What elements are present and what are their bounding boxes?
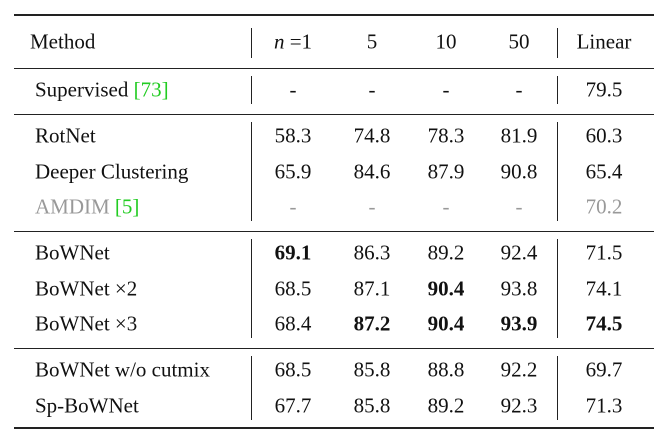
method-cell: BoWNet [35, 240, 110, 265]
header-cell: Method [30, 29, 96, 54]
value-cell: 65.9 [274, 159, 312, 183]
value-cell: - [289, 77, 297, 102]
value-cell: 68.5 [274, 276, 312, 300]
header-cell: 5 [366, 29, 378, 54]
column-divider [251, 239, 252, 338]
rule [14, 68, 654, 69]
value-cell: 87.1 [353, 276, 391, 300]
value-cell: - [515, 77, 523, 102]
value-cell: 90.4 [427, 311, 465, 336]
rule [14, 427, 654, 429]
header-cell: n =1 [273, 29, 313, 54]
value-cell: 71.3 [585, 393, 623, 417]
value-cell: 71.5 [585, 240, 623, 265]
column-divider [251, 356, 252, 420]
value-cell: 74.5 [585, 311, 623, 336]
method-name: RotNet [35, 123, 96, 148]
header-cell: 10 [435, 29, 457, 54]
column-divider [557, 76, 558, 104]
method-cell: Deeper Clustering [35, 161, 188, 182]
value-cell: 60.3 [585, 123, 623, 148]
value-cell: 92.4 [500, 240, 538, 265]
value-cell: 92.2 [500, 357, 538, 382]
value-cell: - [368, 194, 376, 219]
value-cell: 68.4 [274, 311, 312, 336]
value-cell: - [442, 77, 450, 102]
value-cell: 87.2 [353, 311, 391, 336]
value-cell: 69.7 [585, 357, 623, 382]
method-name: BoWNet w/o cutmix [35, 357, 210, 382]
value-cell: 65.4 [585, 159, 623, 183]
value-cell: 70.2 [585, 194, 623, 219]
value-cell: 67.7 [274, 393, 312, 417]
method-name: AMDIM [35, 194, 110, 219]
value-cell: - [368, 77, 376, 102]
column-divider [251, 76, 252, 104]
value-cell: 74.8 [353, 123, 391, 148]
citation: [73] [133, 77, 169, 102]
value-cell: 85.8 [353, 357, 391, 382]
value-cell: 78.3 [427, 123, 465, 148]
method-cell: AMDIM [5] [35, 194, 140, 219]
method-name: Supervised [35, 77, 129, 102]
value-cell: - [515, 194, 523, 219]
citation: [5] [114, 194, 140, 219]
method-name: Deeper Clustering [35, 159, 189, 183]
value-cell: 89.2 [427, 240, 465, 265]
method-cell: BoWNet w/o cutmix [35, 357, 210, 382]
value-cell: 81.9 [500, 123, 538, 148]
method-name: BoWNet ×2 [35, 276, 138, 300]
method-name: BoWNet ×3 [35, 311, 138, 336]
value-cell: 69.1 [274, 240, 312, 265]
value-cell: 84.6 [353, 159, 391, 183]
value-cell: 58.3 [274, 123, 312, 148]
header-cell: 50 [508, 29, 530, 54]
value-cell: - [442, 194, 450, 219]
rule [14, 348, 654, 349]
value-cell: 86.3 [353, 240, 391, 265]
method-cell: BoWNet ×2 [35, 278, 137, 299]
value-cell: 89.2 [427, 393, 465, 417]
value-cell: 87.9 [427, 159, 465, 183]
value-cell: 93.9 [500, 311, 538, 336]
value-cell: 68.5 [274, 357, 312, 382]
rule [14, 231, 654, 232]
method-name: BoWNet [35, 240, 110, 265]
column-divider [557, 122, 558, 221]
column-divider [557, 356, 558, 420]
value-cell: - [289, 194, 297, 219]
method-name: Sp-BoWNet [35, 393, 139, 417]
method-cell: BoWNet ×3 [35, 311, 138, 336]
value-cell: 93.8 [500, 276, 538, 300]
method-cell: RotNet [35, 123, 96, 148]
method-cell: Sp-BoWNet [35, 395, 139, 416]
method-cell: Supervised [73] [35, 77, 169, 102]
column-divider [557, 28, 558, 58]
value-cell: 79.5 [585, 77, 623, 102]
column-divider [251, 28, 252, 58]
rule [14, 114, 654, 115]
value-cell: 90.8 [500, 159, 538, 183]
value-cell: 90.4 [427, 276, 465, 300]
value-cell: 88.8 [427, 357, 465, 382]
header-cell: Linear [576, 29, 632, 54]
value-cell: 74.1 [585, 276, 623, 300]
value-cell: 92.3 [500, 393, 538, 417]
column-divider [251, 122, 252, 221]
rule [14, 14, 654, 16]
value-cell: 85.8 [353, 393, 391, 417]
column-divider [557, 239, 558, 338]
